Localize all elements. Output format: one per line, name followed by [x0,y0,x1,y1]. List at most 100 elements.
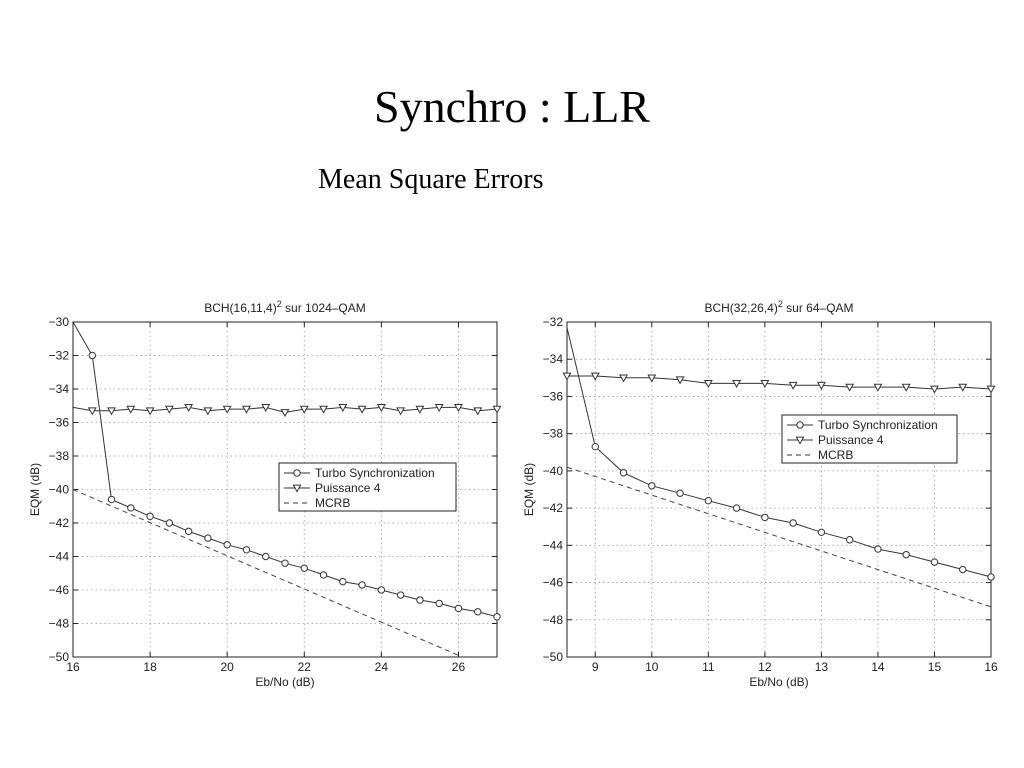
x-axis-label: Eb/No (dB) [749,675,808,689]
data-point [165,519,174,527]
legend-box [278,462,457,512]
data-point [146,512,154,520]
markers [87,351,502,621]
x-tick-label: 14 [871,660,885,674]
data-point [473,407,483,416]
x-tick-label: 12 [758,660,772,674]
data-point [434,404,444,413]
y-tick-label: −30 [49,315,70,329]
data-point [358,581,366,589]
y-tick-label: −48 [543,613,564,627]
data-point [986,385,996,394]
chart-title: BCH(16,11,4)2 sur 1024–QAM [204,299,366,315]
data-point [647,374,657,383]
data-point [562,372,572,381]
data-point [203,407,213,416]
data-point [959,565,967,574]
data-point [204,534,212,542]
data-point [339,577,347,586]
data-point [222,405,232,414]
data-point [107,407,116,416]
y-tick-label: −38 [543,427,564,441]
legend-label: MCRB [818,448,853,462]
data-point [184,404,194,413]
y-tick-label: −36 [543,389,564,403]
data-point [164,405,174,414]
data-point [319,571,328,579]
data-point [281,559,289,567]
data-point [242,546,251,554]
data-point [223,541,231,549]
y-tick-label: −42 [543,501,564,515]
y-tick-label: −50 [543,650,564,664]
data-point [845,383,855,392]
data-point [280,409,290,418]
legend-label: Puissance 4 [315,481,381,495]
data-point [396,591,405,599]
x-tick-label: 15 [928,660,942,674]
data-point [88,351,96,360]
legend-marker [292,484,302,493]
slide-title: Synchro : LLR [374,81,650,132]
data-point [590,372,600,381]
y-tick-label: −32 [49,349,70,363]
legend-marker [795,436,805,445]
data-point [87,407,97,416]
series-line-mcrb [567,466,991,608]
markers [562,372,996,581]
data-point [319,405,328,414]
data-point [789,519,797,527]
data-point [873,383,883,392]
legend-label: MCRB [315,496,350,510]
data-point [338,404,348,413]
y-tick-label: −50 [49,650,70,664]
data-point [474,608,482,616]
data-point [761,513,769,522]
y-axis-label: EQM (dB) [28,463,42,516]
data-point [817,528,826,537]
data-point [415,405,425,414]
data-point [126,405,136,414]
y-tick-label: −38 [49,449,70,463]
data-point [703,380,713,389]
x-tick-label: 11 [702,660,715,674]
y-tick-label: −36 [49,416,70,430]
x-tick-label: 20 [221,660,235,674]
y-tick-label: −32 [543,315,564,329]
chart-panel-2: 9 10 11 12 13 14 15 16 −32 −34 −36 −38 −40 −42 −44 −46 −… [522,299,998,689]
data-point [902,550,910,559]
y-tick-label: −48 [49,617,70,631]
data-point [127,504,135,512]
data-point [416,596,424,604]
plot-frame [566,321,992,658]
series-line-turbo-synchronization [567,327,991,578]
data-point [299,405,309,414]
x-tick-label: 24 [375,660,389,674]
legend-marker [293,469,301,477]
legend-box [781,414,958,464]
data-point [619,374,628,383]
data-point [987,573,995,581]
data-point [377,586,386,594]
plot-area [567,327,991,608]
y-tick-label: −34 [543,352,564,366]
x-tick-label: 9 [592,660,599,674]
data-point [435,599,443,608]
data-point [262,552,270,561]
data-point [376,404,386,413]
data-point [396,407,406,416]
x-tick-label: 22 [298,660,312,674]
x-tick-label: 18 [143,660,157,674]
x-tick-label: 26 [452,660,466,674]
data-point [648,482,656,490]
data-point [591,442,599,451]
y-tick-label: −46 [49,583,70,597]
y-tick-label: −44 [543,538,564,552]
series-line-puissance-4 [567,375,991,390]
y-tick-label: −40 [543,464,564,478]
x-tick-label: 16 [66,660,80,674]
data-point [845,536,854,544]
data-point [145,407,155,416]
data-point [493,613,501,621]
y-tick-label: −46 [543,576,564,590]
